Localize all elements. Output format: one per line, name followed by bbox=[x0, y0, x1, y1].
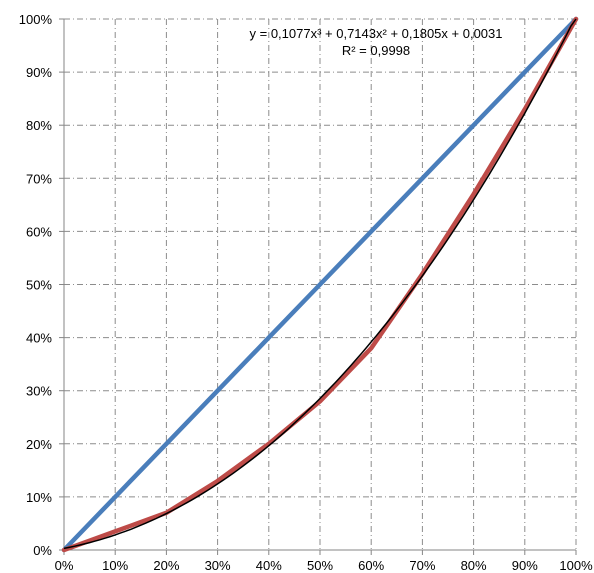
x-tick-label: 10% bbox=[102, 558, 128, 573]
y-tick-label: 40% bbox=[26, 331, 52, 346]
data-curve-line bbox=[61, 16, 579, 553]
x-tick-label: 80% bbox=[461, 558, 487, 573]
x-tick-label: 90% bbox=[512, 558, 538, 573]
series bbox=[61, 16, 579, 553]
y-tick-labels: 0% 10% 20% 30% 40% 50% 60% 70% 80% 90% 100% bbox=[19, 12, 53, 558]
x-tick-labels: 0% 10% 20% 30% 40% 50% 60% 70% 80% 90% 100% bbox=[55, 558, 593, 573]
y-tick-label: 20% bbox=[26, 437, 52, 452]
x-tick-label: 0% bbox=[55, 558, 74, 573]
axes bbox=[59, 18, 577, 555]
x-tick-label: 30% bbox=[205, 558, 231, 573]
trendline bbox=[63, 18, 577, 550]
x-tick-label: 60% bbox=[358, 558, 384, 573]
trendline-equation: y = 0,1077x³ + 0,7143x² + 0,1805x + 0,00… bbox=[250, 26, 503, 41]
x-tick-label: 50% bbox=[307, 558, 333, 573]
y-tick-label: 100% bbox=[19, 12, 53, 27]
y-tick-label: 30% bbox=[26, 384, 52, 399]
y-tick-label: 10% bbox=[26, 490, 52, 505]
y-tick-label: 50% bbox=[26, 278, 52, 293]
y-tick-label: 0% bbox=[33, 543, 52, 558]
x-tick-label: 70% bbox=[409, 558, 435, 573]
x-tick-label: 40% bbox=[256, 558, 282, 573]
x-tick-label: 20% bbox=[153, 558, 179, 573]
y-tick-label: 70% bbox=[26, 171, 52, 186]
equality-line bbox=[61, 16, 579, 553]
y-tick-label: 80% bbox=[26, 118, 52, 133]
r-squared-label: R² = 0,9998 bbox=[342, 43, 410, 58]
y-tick-label: 90% bbox=[26, 65, 52, 80]
y-tick-label: 60% bbox=[26, 224, 52, 239]
x-tick-label: 100% bbox=[559, 558, 593, 573]
